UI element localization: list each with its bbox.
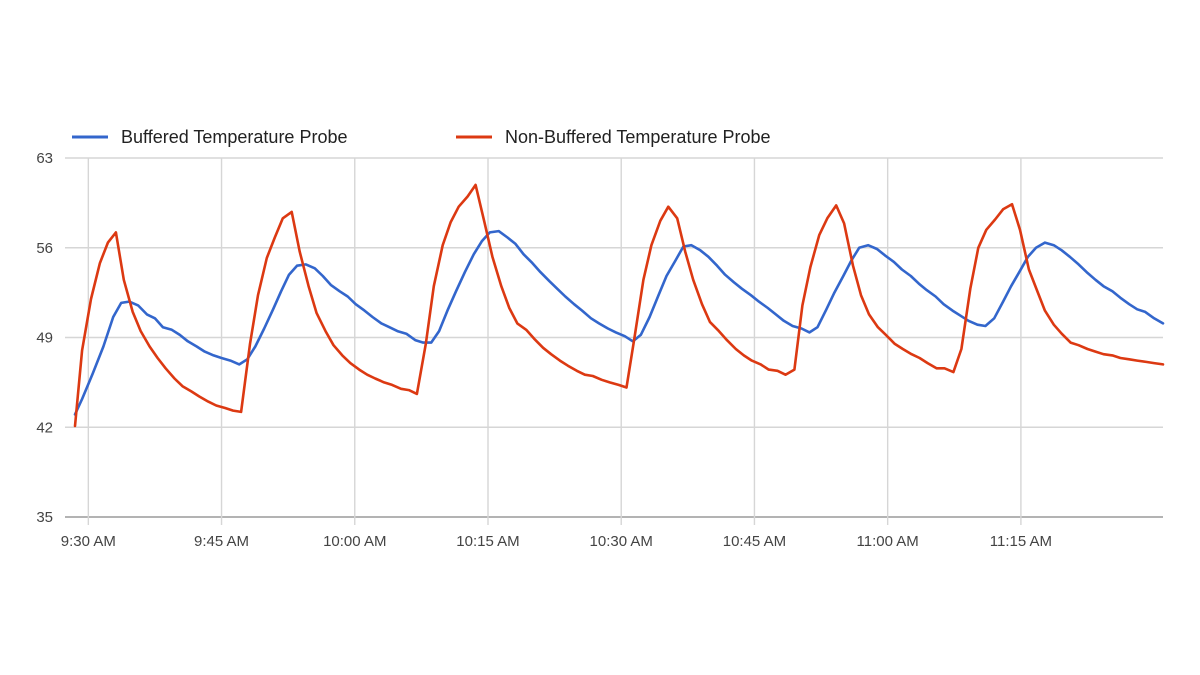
x-tick-label: 10:00 AM xyxy=(323,533,386,550)
y-tick-label: 49 xyxy=(36,330,53,347)
series-line-buffered xyxy=(73,229,1165,416)
series-lines xyxy=(73,183,1165,428)
legend-item-non-buffered: Non-Buffered Temperature Probe xyxy=(456,127,771,147)
y-tick-label: 35 xyxy=(36,509,53,526)
series-line-non-buffered xyxy=(73,183,1165,428)
y-tick-label: 63 xyxy=(36,150,53,167)
x-tick-label: 11:00 AM xyxy=(857,533,919,550)
legend-item-buffered: Buffered Temperature Probe xyxy=(72,127,347,147)
x-tick-label: 9:30 AM xyxy=(61,533,116,550)
grid xyxy=(65,157,1163,525)
x-tick-label: 10:15 AM xyxy=(456,533,519,550)
legend: Buffered Temperature Probe Non-Buffered T… xyxy=(72,127,771,147)
x-tick-label: 9:45 AM xyxy=(194,533,249,550)
y-tick-label: 42 xyxy=(36,419,53,436)
legend-label: Non-Buffered Temperature Probe xyxy=(505,127,771,147)
legend-label: Buffered Temperature Probe xyxy=(121,127,347,147)
x-tick-label: 10:45 AM xyxy=(723,533,786,550)
x-tick-label: 10:30 AM xyxy=(590,533,653,550)
y-tick-label: 56 xyxy=(36,240,53,257)
x-tick-label: 11:15 AM xyxy=(990,533,1052,550)
tick-labels: 35 42 49 56 63 9:30 AM 9:45 AM 10:00 AM 10:15 AM… xyxy=(36,150,1052,550)
